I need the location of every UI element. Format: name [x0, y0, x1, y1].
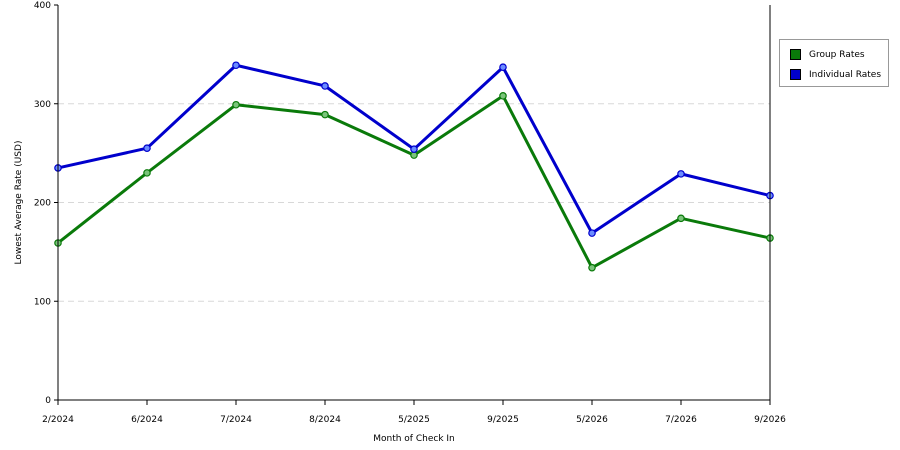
y-tick-label: 200: [34, 199, 51, 209]
legend-label-individual-rates: Individual Rates: [809, 69, 882, 80]
data-point-group-rates: [232, 100, 240, 109]
gridlines: [58, 103, 770, 302]
y-axis-title: Lowest Average Rate (USD): [14, 141, 24, 265]
y-tick-label: 0: [45, 396, 51, 406]
y-tick-label: 100: [34, 297, 51, 307]
data-point-individual-rates: [410, 145, 418, 153]
x-tick-label: 5/2025: [398, 415, 430, 425]
x-ticks: 2/2024 6/2024 7/2024 8/2024 5/2025 9/2025 5/20…: [42, 400, 786, 425]
y-ticks: 0 100 200 300 400: [34, 1, 58, 406]
data-point-group-rates: [143, 169, 151, 177]
x-tick-label: 6/2024: [131, 415, 163, 425]
data-point-individual-rates: [499, 63, 507, 72]
series-layer: [54, 61, 774, 272]
legend-label-group-rates: Group Rates: [809, 49, 865, 60]
data-point-individual-rates: [143, 144, 151, 152]
legend: Group Rates Individual Rates: [779, 39, 889, 87]
x-axis-title: Month of Check In: [373, 434, 455, 444]
x-tick-label: 7/2024: [220, 415, 252, 425]
legend-swatch-individual-rates: [790, 69, 801, 80]
data-point-individual-rates: [588, 229, 596, 237]
y-tick-label: 400: [34, 1, 51, 11]
data-point-group-rates: [499, 92, 507, 100]
legend-swatch-group-rates: [790, 49, 801, 60]
data-point-individual-rates: [321, 82, 329, 90]
data-point-group-rates: [677, 214, 685, 223]
x-tick-label: 7/2026: [665, 415, 697, 425]
series-line-group-rates: [57, 94, 771, 270]
x-tick-label: 5/2026: [576, 415, 608, 425]
x-tick-label: 2/2024: [42, 415, 74, 425]
data-point-group-rates: [588, 263, 596, 272]
legend-item-group-rates: Group Rates: [790, 48, 865, 61]
x-tick-label: 9/2026: [754, 415, 786, 425]
x-tick-label: 9/2025: [487, 415, 519, 425]
y-tick-label: 300: [34, 100, 51, 110]
data-point-individual-rates: [232, 61, 240, 70]
data-point-individual-rates: [677, 170, 685, 178]
legend-item-individual-rates: Individual Rates: [790, 68, 881, 81]
data-point-group-rates: [321, 110, 329, 119]
x-tick-label: 8/2024: [309, 415, 341, 425]
